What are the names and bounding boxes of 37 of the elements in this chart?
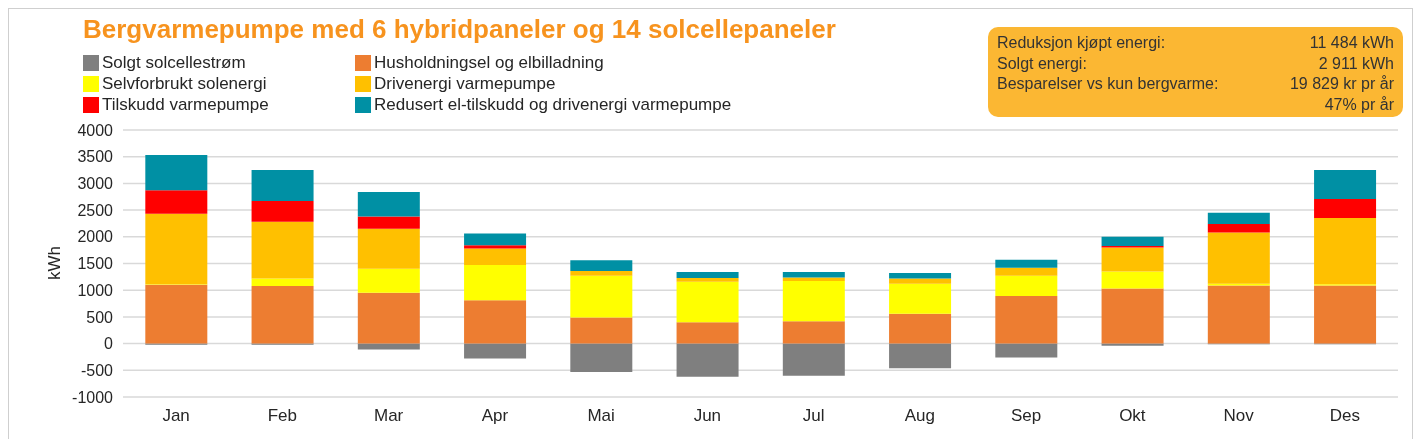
x-tick-label: Jul bbox=[802, 406, 825, 426]
legend-label: Drivenergi varmepumpe bbox=[374, 73, 556, 94]
y-tick-label: 1500 bbox=[77, 255, 114, 273]
x-tick-label: Aug bbox=[904, 406, 935, 426]
text: Reduksjon kjøpt energi: bbox=[997, 34, 1166, 51]
y-tick-label: 0 bbox=[104, 335, 114, 353]
y-tick-label: -1000 bbox=[72, 388, 114, 406]
text: 19 829 kr pr år 47% pr år bbox=[1289, 75, 1394, 113]
y-axis-title: kWh bbox=[45, 246, 64, 280]
x-tick-label: Apr bbox=[481, 406, 509, 426]
legend-label: Husholdningsel og elbilladning bbox=[374, 52, 604, 73]
x-tick-label: Jan bbox=[162, 406, 190, 426]
x-tick-label: Mai bbox=[587, 406, 615, 426]
x-tick-label: Jun bbox=[693, 406, 722, 426]
y-tick-label: 2500 bbox=[77, 201, 114, 219]
legend-label: Redusert el-tilskudd og drivenergi varmepumpe bbox=[374, 94, 732, 115]
y-tick-label: 1000 bbox=[77, 281, 114, 299]
x-tick-label: Feb bbox=[267, 406, 298, 426]
legend-label: Tilskudd varmepumpe bbox=[102, 94, 269, 115]
y-tick-label: 2000 bbox=[77, 228, 114, 246]
x-tick-label: Nov bbox=[1223, 406, 1255, 426]
x-tick-label: Des bbox=[1329, 406, 1360, 426]
x-tick-label: Sep bbox=[1011, 406, 1042, 426]
x-tick-label: Okt bbox=[1119, 406, 1146, 426]
text: Besparelser vs kun bergvarme: bbox=[997, 75, 1219, 92]
legend-label: Solgt solcellestrøm bbox=[102, 52, 246, 73]
x-tick-label: Mar bbox=[373, 406, 404, 426]
y-tick-label: 3000 bbox=[77, 175, 114, 193]
text: Solgt energi: bbox=[997, 54, 1087, 72]
text: 2 911 kWh bbox=[1318, 54, 1394, 72]
text: 11 484 kWh bbox=[1309, 34, 1394, 51]
y-tick-label: 500 bbox=[86, 308, 114, 326]
chart-title: Bergvarmepumpe med 6 hybridpaneler og 14 solcellepaneler bbox=[83, 14, 836, 44]
y-tick-label: -500 bbox=[80, 361, 114, 379]
legend-label: Selvforbrukt solenergi bbox=[102, 73, 267, 94]
y-tick-label: 3500 bbox=[77, 148, 114, 166]
y-tick-label: 4000 bbox=[77, 121, 114, 139]
